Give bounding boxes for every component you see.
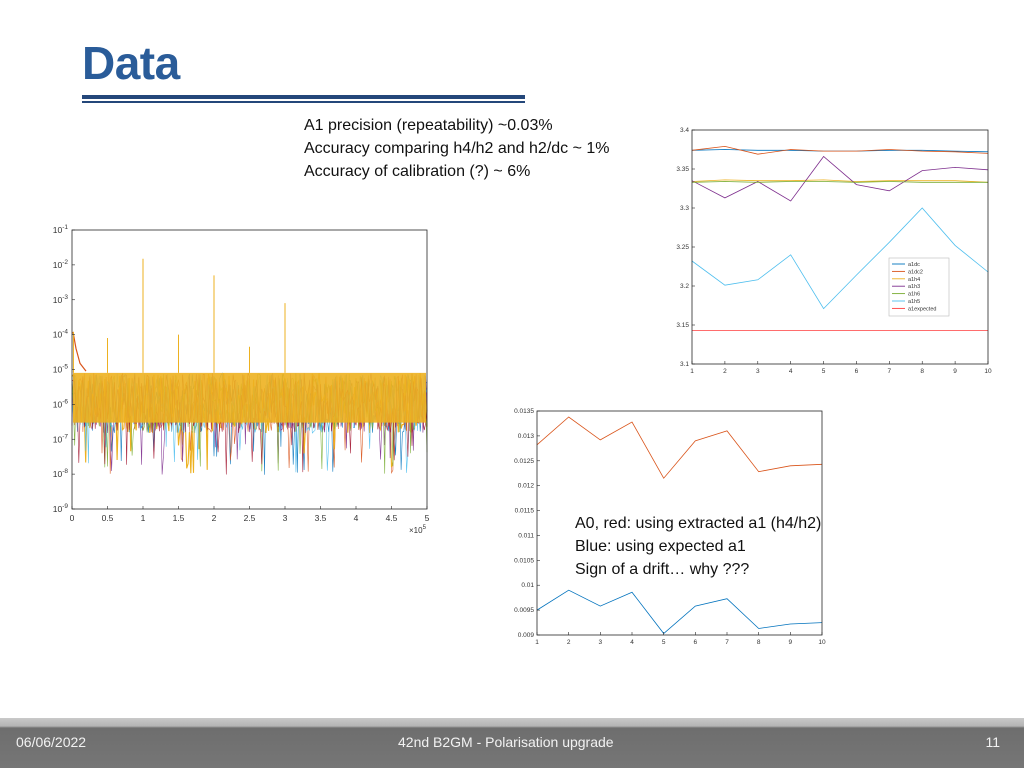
x-tick-label: 6 bbox=[694, 639, 698, 646]
a0-series-line-0 bbox=[536, 416, 823, 479]
y-tick-label: 3.4 bbox=[680, 127, 689, 134]
y-tick-label: 10-4 bbox=[53, 329, 69, 340]
y-tick-label: 10-2 bbox=[53, 259, 69, 270]
x-tick-label: 8 bbox=[920, 368, 924, 375]
series-line-a1h3 bbox=[691, 155, 989, 202]
x-tick-label: 4 bbox=[789, 368, 793, 375]
legend-label: a1h6 bbox=[908, 292, 920, 298]
y-tick-label: 10-3 bbox=[53, 294, 69, 305]
page-number: 11 bbox=[985, 734, 1000, 750]
y-tick-label: 0.009 bbox=[518, 632, 535, 639]
y-tick-label: 3.25 bbox=[676, 244, 689, 251]
x-tick-label: 1 bbox=[690, 368, 694, 375]
series-line-a1dc2 bbox=[691, 145, 989, 155]
footer-date: 06/06/2022 bbox=[16, 734, 87, 750]
y-tick-label: 3.1 bbox=[680, 361, 689, 368]
y-tick-label: 10-9 bbox=[53, 503, 69, 514]
legend-label: a1expected bbox=[908, 306, 936, 312]
x-tick-label: 8 bbox=[757, 639, 761, 646]
y-tick-label: 3.15 bbox=[676, 322, 689, 329]
y-tick-label: 10-5 bbox=[53, 364, 69, 375]
series-line-a1h4 bbox=[691, 179, 989, 183]
x-tick-label: 7 bbox=[725, 639, 729, 646]
a1-chart: 1 2 3 4 5 6 7 8 9 10 3.1 3.15 3.2 3.25 3.3 3.35 3.4 a1dc… bbox=[665, 122, 995, 380]
x-tick-label: 2.5 bbox=[244, 513, 256, 523]
x-tick-label: 0.5 bbox=[102, 513, 114, 523]
x-tick-label: 2 bbox=[212, 513, 217, 523]
spectrum-chart: 0 0.5 1 1.5 2 2.5 3 3.5 4 4.5 5 ×105 10-1 10-2 10-3 10-… bbox=[0, 215, 440, 540]
plot-frame bbox=[536, 410, 823, 636]
note-line: Blue: using expected a1 bbox=[575, 538, 746, 555]
x-tick-label: 1 bbox=[141, 513, 146, 523]
note-line: Accuracy comparing h4/h2 and h2/dc ~ 1% bbox=[304, 140, 610, 157]
x-tick-label: 3 bbox=[283, 513, 288, 523]
x-tick-label: 7 bbox=[888, 368, 892, 375]
y-tick-label: 0.0095 bbox=[514, 607, 534, 614]
x-tick-label: 3.5 bbox=[315, 513, 327, 523]
x-tick-label: 4 bbox=[354, 513, 359, 523]
x-tick-label: 9 bbox=[789, 639, 793, 646]
note-line: A1 precision (repeatability) ~0.03% bbox=[304, 117, 553, 134]
y-tick-label: 0.0125 bbox=[514, 458, 534, 465]
legend-label: a1h4 bbox=[908, 277, 920, 283]
y-tick-label: 0.013 bbox=[518, 433, 535, 440]
y-tick-label: 0.0115 bbox=[515, 508, 535, 515]
a0-notes: A0, red: using extracted a1 (h4/h2) Blue… bbox=[575, 512, 821, 581]
legend-label: a1dc bbox=[908, 262, 920, 268]
x-tick-label: 10 bbox=[984, 368, 992, 375]
series-line-a1h5 bbox=[691, 207, 989, 310]
x-tick-label: 3 bbox=[599, 639, 603, 646]
y-tick-label: 0.012 bbox=[518, 483, 535, 490]
x-tick-label: 6 bbox=[855, 368, 859, 375]
note-line: A0, red: using extracted a1 (h4/h2) bbox=[575, 515, 822, 532]
y-tick-label: 0.0105 bbox=[514, 557, 534, 564]
footer-title: 42nd B2GM - Polarisation upgrade bbox=[398, 734, 614, 750]
x-tick-label: 5 bbox=[425, 513, 430, 523]
precision-notes: A1 precision (repeatability) ~0.03% Accu… bbox=[304, 114, 610, 183]
x-tick-label: 2 bbox=[723, 368, 727, 375]
low-frequency-rise bbox=[72, 331, 87, 372]
x-tick-label: 4.5 bbox=[386, 513, 398, 523]
x-tick-label: 0 bbox=[70, 513, 75, 523]
y-tick-label: 10-1 bbox=[53, 224, 69, 235]
x-tick-label: 2 bbox=[567, 639, 571, 646]
legend-label: a1dc2 bbox=[908, 269, 923, 275]
series-line-a1h6 bbox=[691, 181, 988, 183]
x-tick-label: 10 bbox=[818, 639, 826, 646]
y-tick-label: 0.0135 bbox=[514, 408, 534, 415]
x-tick-label: 1 bbox=[535, 639, 539, 646]
y-tick-label: 3.35 bbox=[676, 166, 689, 173]
legend-label: a1h3 bbox=[908, 284, 920, 290]
x-tick-label: 4 bbox=[630, 639, 634, 646]
y-tick-label: 0.01 bbox=[521, 582, 534, 589]
note-line: Accuracy of calibration (?) ~ 6% bbox=[304, 163, 531, 180]
x-tick-label: 9 bbox=[953, 368, 957, 375]
y-tick-label: 10-6 bbox=[53, 398, 69, 409]
legend-label: a1h5 bbox=[908, 299, 920, 305]
y-tick-label: 0.011 bbox=[518, 532, 534, 539]
footer-bar: 06/06/2022 42nd B2GM - Polarisation upgr… bbox=[0, 718, 1024, 768]
y-tick-label: 3.3 bbox=[680, 205, 689, 212]
slide-title: Data bbox=[82, 37, 180, 89]
x-tick-label: 3 bbox=[756, 368, 760, 375]
title-rule-thin bbox=[82, 101, 525, 103]
a0-chart: 1 2 3 4 5 6 7 8 9 10 0.009 0.0095 0.01 0.0105 0.011 0.0… bbox=[505, 403, 830, 651]
title-rule bbox=[82, 95, 525, 99]
y-tick-label: 10-8 bbox=[53, 468, 69, 479]
y-tick-label: 3.2 bbox=[680, 283, 689, 290]
x-tick-label: 5 bbox=[662, 639, 666, 646]
y-tick-label: 10-7 bbox=[53, 433, 69, 444]
legend-box bbox=[888, 257, 950, 317]
note-line: Sign of a drift… why ??? bbox=[575, 561, 750, 578]
x-tick-label: 1.5 bbox=[173, 513, 185, 523]
noise-band bbox=[73, 372, 426, 423]
a0-series-line-1 bbox=[536, 589, 823, 635]
x-tick-label: 5 bbox=[822, 368, 826, 375]
x-multiplier: ×105 bbox=[409, 525, 427, 535]
